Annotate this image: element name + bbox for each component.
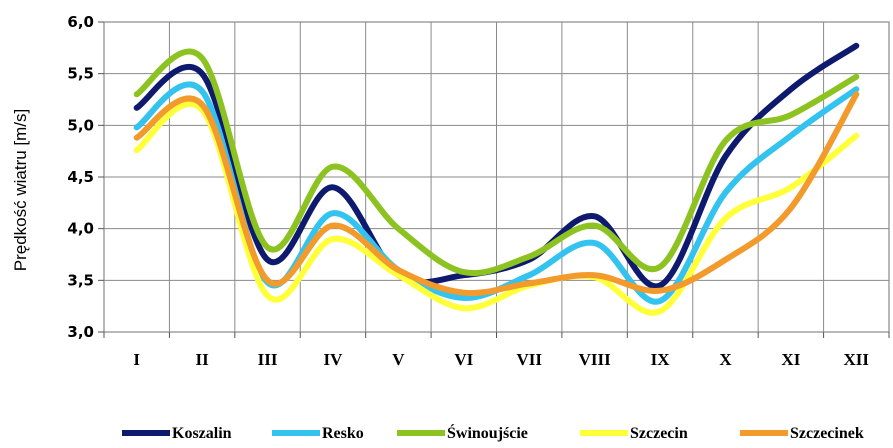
x-tick-label: XI	[781, 350, 800, 369]
grid	[103, 21, 890, 333]
y-tick-label: 4,0	[67, 220, 94, 238]
y-tick-label: 5,0	[67, 116, 94, 134]
x-tick-label: X	[719, 350, 732, 369]
x-tick-label: VIII	[579, 350, 612, 369]
x-tick-label: II	[196, 350, 210, 369]
y-tick-label: 3,0	[67, 323, 94, 341]
x-tick-label: VII	[516, 350, 542, 369]
legend-label: Koszalin	[172, 425, 232, 442]
legend-label: Szczecinek	[790, 425, 864, 442]
axes: 3,03,54,04,55,05,56,0I II III IV V VI VII VIII I…	[67, 13, 890, 369]
series-lines	[133, 42, 860, 316]
x-tick-label: XII	[844, 350, 870, 369]
x-tick-label: IX	[651, 350, 671, 369]
x-tick-label: III	[258, 350, 278, 369]
series-line-3	[133, 48, 860, 277]
series-line-4	[133, 100, 860, 316]
legend-label: Resko	[322, 425, 364, 442]
y-tick-label: 4,5	[67, 168, 94, 186]
legend-label: Świnoujście	[447, 423, 528, 442]
series-line-5	[133, 91, 860, 297]
y-tick-label: 5,5	[67, 65, 94, 83]
x-tick-label: VI	[454, 350, 473, 369]
x-tick-label: IV	[324, 350, 344, 369]
y-tick-label: 6,0	[67, 13, 94, 31]
legend: Koszalin Resko Świnoujście Szczecin Szczecin…	[122, 423, 864, 442]
legend-label: Szczecin	[630, 425, 688, 442]
x-tick-label: V	[392, 350, 405, 369]
y-axis-label: Prędkość wiatru [m/s]	[11, 109, 30, 272]
y-tick-label: 3,5	[67, 271, 94, 289]
x-tick-label: I	[133, 350, 140, 369]
